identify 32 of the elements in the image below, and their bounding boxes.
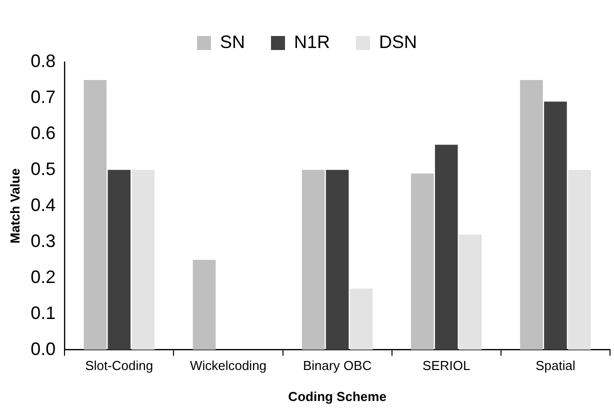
y-tick-label: 0.4 bbox=[30, 194, 56, 215]
bar bbox=[520, 80, 543, 350]
x-tick-label: Slot-Coding bbox=[85, 358, 154, 374]
y-tick-label: 0.2 bbox=[30, 266, 56, 287]
legend-label: N1R bbox=[294, 32, 330, 52]
bar bbox=[84, 80, 107, 350]
y-tick-label: 0.7 bbox=[30, 86, 56, 107]
y-tick-label: 0.0 bbox=[30, 338, 56, 359]
bar bbox=[108, 170, 131, 350]
y-tick-label: 0.3 bbox=[30, 230, 56, 251]
bar bbox=[568, 170, 591, 350]
bar bbox=[458, 234, 482, 350]
bar bbox=[434, 144, 458, 350]
legend-label: SN bbox=[220, 32, 246, 52]
y-tick-label: 0.8 bbox=[30, 50, 56, 71]
bar bbox=[326, 170, 349, 350]
bar bbox=[192, 260, 216, 350]
y-tick-label: 0.5 bbox=[30, 158, 56, 179]
y-axis-title: Match Value bbox=[7, 168, 22, 244]
x-tick-label: SERIOL bbox=[422, 358, 470, 374]
y-tick-label: 0.1 bbox=[30, 302, 56, 323]
x-tick-label: Wickelcoding bbox=[190, 358, 267, 374]
bar bbox=[350, 288, 373, 350]
y-tick-label: 0.6 bbox=[30, 122, 56, 143]
bar bbox=[132, 170, 155, 350]
x-axis-title: Coding Scheme bbox=[288, 388, 386, 404]
legend-label: DSN bbox=[379, 32, 418, 52]
bar bbox=[410, 174, 434, 350]
x-tick-label: Binary OBC bbox=[302, 358, 372, 374]
bar bbox=[544, 102, 567, 350]
bar bbox=[302, 170, 325, 350]
x-tick-label: Spatial bbox=[536, 358, 576, 374]
